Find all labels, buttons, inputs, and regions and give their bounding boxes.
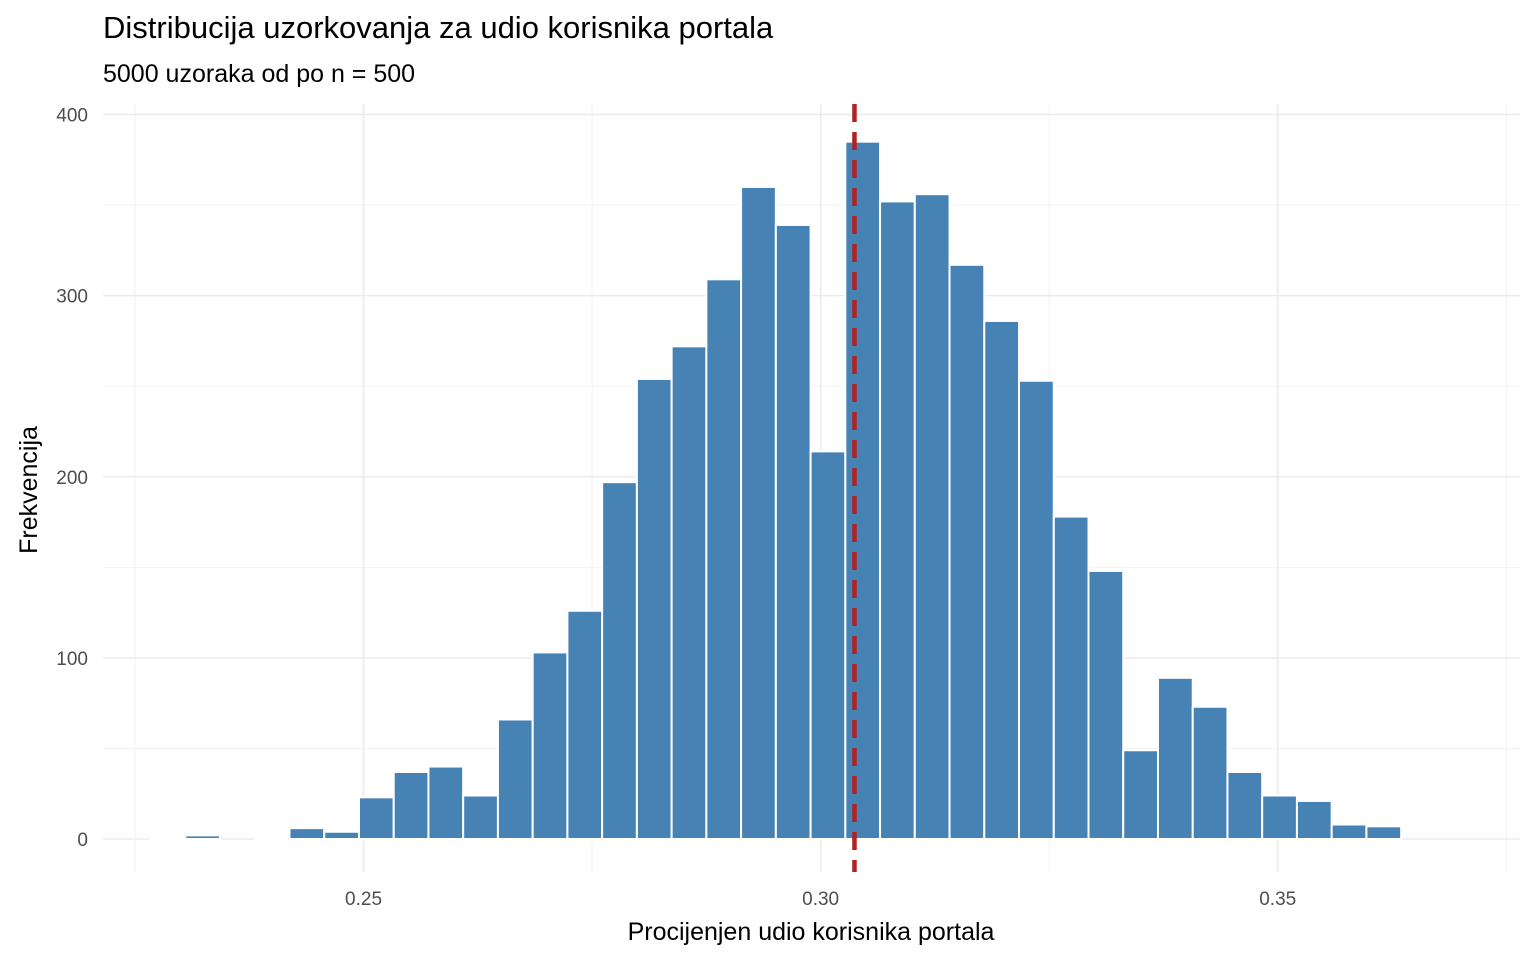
histogram-bar xyxy=(427,765,465,840)
histogram-bar xyxy=(913,193,951,840)
histogram-bar xyxy=(149,836,187,840)
histogram-bar xyxy=(1087,569,1125,840)
histogram-bar xyxy=(1018,379,1055,840)
histogram-bar xyxy=(879,200,916,840)
histogram-bar xyxy=(323,830,360,841)
histogram-bar xyxy=(496,718,534,841)
histogram-bar xyxy=(462,794,499,841)
y-tick-label: 300 xyxy=(56,287,88,308)
histogram-bar xyxy=(948,263,986,840)
histogram-bar xyxy=(844,140,882,840)
histogram-bar xyxy=(774,223,812,840)
y-tick-label: 100 xyxy=(56,649,88,670)
histogram-bar xyxy=(635,377,673,840)
x-axis-title: Procijenjen udio korisnika portala xyxy=(628,918,995,946)
histogram-bar xyxy=(1122,749,1159,841)
histogram-bar xyxy=(288,827,326,841)
histogram-bar xyxy=(1330,823,1368,841)
histogram-bar xyxy=(253,836,291,840)
histogram-bar xyxy=(705,278,743,841)
histogram-bar xyxy=(1191,705,1229,840)
histogram-bar xyxy=(1295,799,1333,840)
histogram-bar xyxy=(670,345,708,840)
histogram-bar xyxy=(566,609,604,840)
x-tick-label: 0.25 xyxy=(345,889,382,910)
x-axis-tick-labels: 0.25 0.30 0.35 xyxy=(345,889,1296,910)
chart-subtitle: 5000 uzoraka od po n = 500 xyxy=(103,60,416,88)
histogram-bar xyxy=(184,834,222,841)
histogram-bar xyxy=(392,770,430,841)
histogram-bars xyxy=(149,140,1403,841)
x-tick-label: 0.35 xyxy=(1259,889,1296,910)
y-tick-label: 0 xyxy=(77,830,88,851)
chart-title: Distribucija uzorkovanja za udio korisni… xyxy=(103,10,774,45)
histogram-bar xyxy=(601,481,638,840)
histogram-bar xyxy=(1261,794,1298,841)
histogram-bar xyxy=(1156,676,1194,841)
histogram-bar xyxy=(531,651,569,840)
x-tick-label: 0.30 xyxy=(802,889,839,910)
y-tick-label: 400 xyxy=(56,106,88,127)
histogram-bar xyxy=(740,185,777,840)
histogram-bar xyxy=(1365,825,1403,840)
histogram-bar xyxy=(1226,770,1264,841)
y-axis-title: Frekvencija xyxy=(15,426,43,554)
y-axis-tick-labels: 0 100 200 300 400 xyxy=(56,106,88,852)
histogram-bar xyxy=(357,796,395,840)
histogram-bar xyxy=(983,319,1021,841)
histogram-bar xyxy=(1052,515,1090,840)
y-tick-label: 200 xyxy=(56,468,88,489)
histogram-bar xyxy=(809,450,847,840)
